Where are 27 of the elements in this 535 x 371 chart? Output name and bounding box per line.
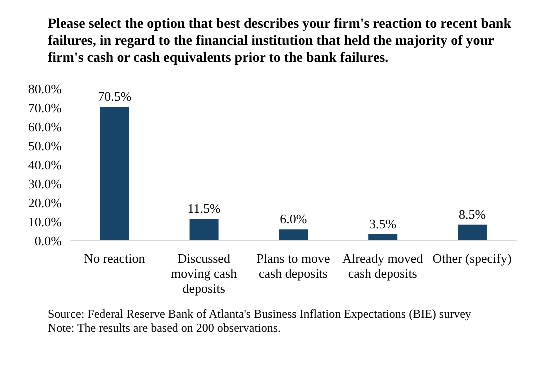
bar <box>279 230 308 241</box>
bar <box>458 224 487 241</box>
y-tick-label: 30.0% <box>28 176 62 192</box>
y-tick-label: 70.0% <box>28 100 62 116</box>
bar <box>100 107 130 241</box>
data-label: 6.0% <box>280 212 308 227</box>
chart-title: Please select the option that best describes your firm's reaction to recent bank failures, in regard to the financial institution that held the majority of your firm's cash or cash equivalents prior to the bank failures. <box>47 16 512 67</box>
data-label: 11.5% <box>188 201 222 216</box>
y-tick-label: 10.0% <box>28 214 62 230</box>
data-label: 70.5% <box>98 89 132 104</box>
x-tick-label: Discussed moving cash deposits <box>171 251 238 296</box>
y-tick-label: 60.0% <box>28 120 62 135</box>
bar <box>190 219 219 241</box>
x-tick-label: Already moved cash deposits <box>342 251 424 281</box>
bar <box>368 234 398 241</box>
y-tick-label: 0.0% <box>34 234 62 249</box>
source-note: Source: Federal Reserve Bank of Atlanta's Business Inflation Expectations (BIE) survey <box>48 307 472 321</box>
x-tick-label: Other (specify) <box>432 251 512 266</box>
y-tick-label: 80.0% <box>28 82 62 97</box>
x-tick-label: Plans to move cash deposits <box>256 251 331 281</box>
x-tick-label: No reaction <box>84 251 146 266</box>
data-label: 8.5% <box>458 206 486 222</box>
text: Note: The results are based on 200 observations. <box>48 321 282 335</box>
y-tick-label: 50.0% <box>28 138 62 154</box>
data-label: 3.5% <box>370 216 397 232</box>
y-tick-label: 20.0% <box>28 196 62 211</box>
y-tick-label: 40.0% <box>28 158 62 173</box>
